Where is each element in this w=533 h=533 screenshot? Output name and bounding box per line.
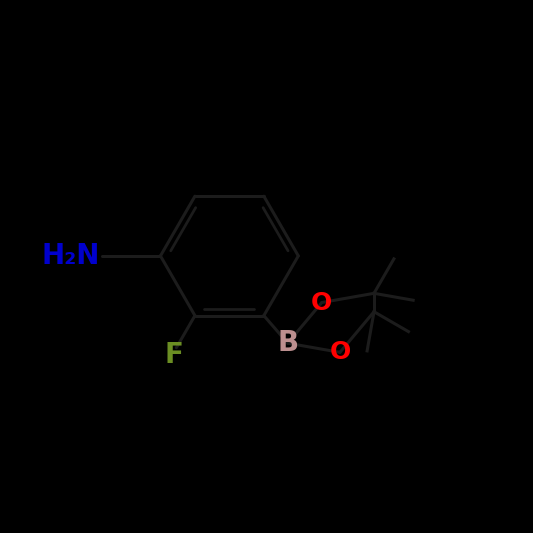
Text: O: O	[329, 341, 351, 365]
Text: O: O	[311, 290, 333, 314]
Text: B: B	[277, 329, 298, 357]
Text: F: F	[164, 341, 183, 369]
Text: H₂N: H₂N	[41, 242, 100, 270]
